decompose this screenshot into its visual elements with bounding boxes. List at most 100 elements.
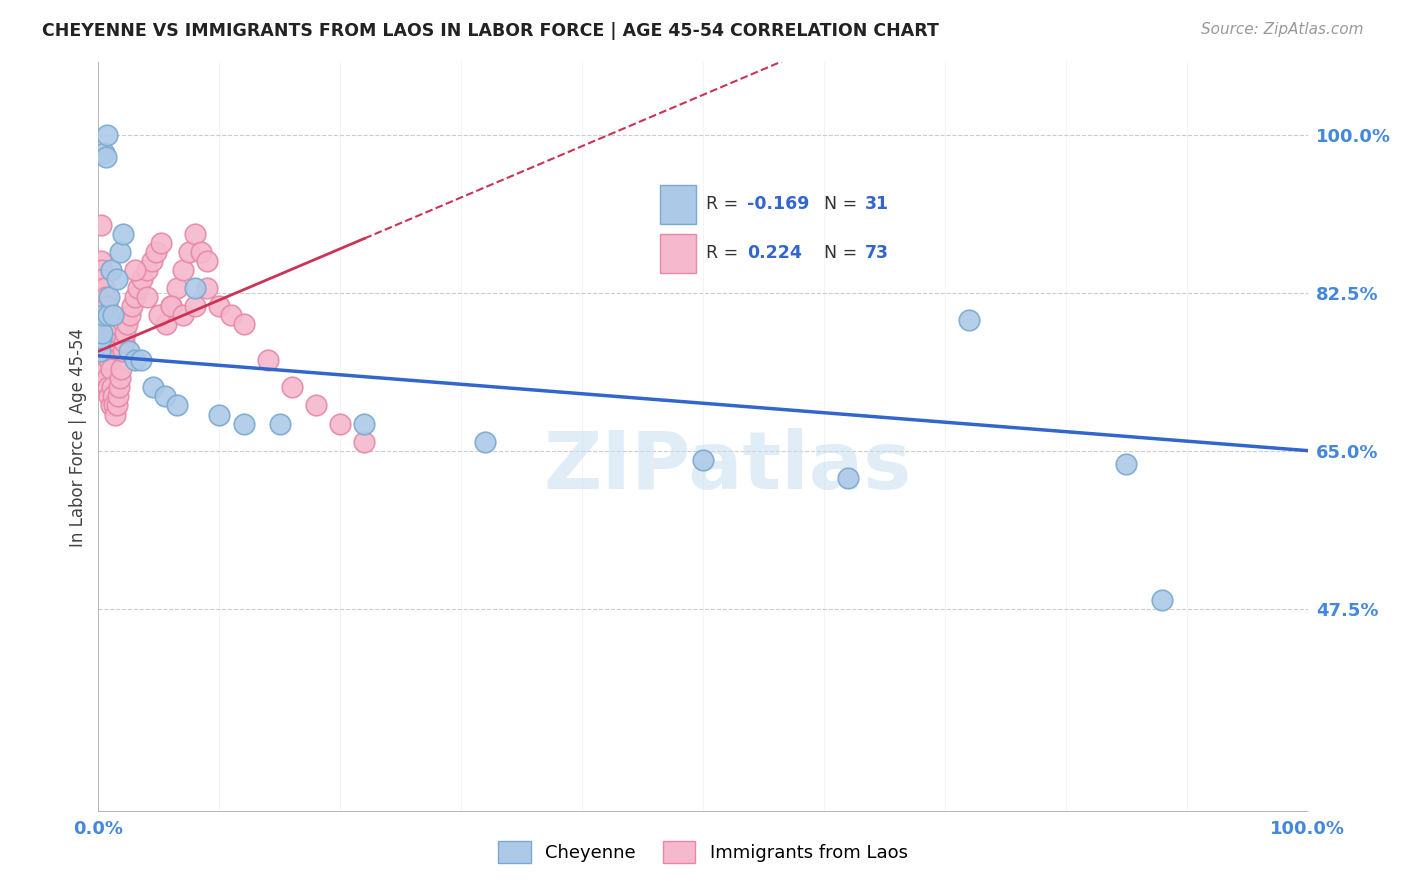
Point <box>135 263 157 277</box>
Point <box>172 263 194 277</box>
Point <box>110 362 132 376</box>
Point <box>101 389 124 403</box>
Point <box>94 362 117 376</box>
Point <box>93 281 115 295</box>
Point <box>104 408 127 422</box>
Point <box>108 371 131 385</box>
Point <box>127 281 149 295</box>
Point <box>96 128 118 142</box>
Point <box>89 308 111 322</box>
Text: R =: R = <box>706 244 744 262</box>
Point <box>124 290 146 304</box>
Point <box>93 317 115 331</box>
Point <box>153 389 176 403</box>
Point <box>1115 457 1137 471</box>
Text: 0.224: 0.224 <box>747 244 801 262</box>
Point <box>353 417 375 431</box>
Point <box>91 299 114 313</box>
Point <box>474 434 496 449</box>
Point <box>90 331 112 345</box>
Text: N =: N = <box>824 244 863 262</box>
Point <box>129 353 152 368</box>
Point <box>150 235 173 250</box>
Point <box>101 308 124 322</box>
Point <box>93 353 115 368</box>
Point <box>114 326 136 341</box>
Point <box>96 299 118 313</box>
Point <box>232 417 254 431</box>
Point <box>256 353 278 368</box>
Point <box>1152 592 1174 607</box>
Point <box>103 399 125 413</box>
FancyBboxPatch shape <box>659 186 696 224</box>
Point <box>145 245 167 260</box>
Point <box>353 434 375 449</box>
Text: Source: ZipAtlas.com: Source: ZipAtlas.com <box>1201 22 1364 37</box>
FancyBboxPatch shape <box>659 235 696 273</box>
Point <box>179 245 201 260</box>
Point <box>121 299 143 313</box>
Point <box>232 317 254 331</box>
Y-axis label: In Labor Force | Age 45-54: In Labor Force | Age 45-54 <box>69 327 87 547</box>
Point <box>305 399 328 413</box>
Point <box>94 290 117 304</box>
Point <box>166 281 188 295</box>
Point <box>89 344 111 359</box>
Point <box>98 290 121 304</box>
Point <box>89 344 111 359</box>
Point <box>105 272 128 286</box>
Point <box>208 408 231 422</box>
Point <box>118 308 141 322</box>
Point <box>90 254 112 268</box>
Text: 73: 73 <box>865 244 889 262</box>
Point <box>90 218 112 232</box>
Point <box>108 245 131 260</box>
Point <box>111 227 134 241</box>
Point <box>97 344 120 359</box>
Point <box>90 290 112 304</box>
Text: N =: N = <box>824 195 863 213</box>
Point <box>160 299 183 313</box>
Point <box>96 371 118 385</box>
Point <box>94 150 117 164</box>
Point <box>184 227 207 241</box>
Point <box>100 380 122 394</box>
Point <box>131 272 153 286</box>
Point <box>329 417 352 431</box>
Text: CHEYENNE VS IMMIGRANTS FROM LAOS IN LABOR FORCE | AGE 45-54 CORRELATION CHART: CHEYENNE VS IMMIGRANTS FROM LAOS IN LABO… <box>42 22 939 40</box>
Point <box>89 272 111 286</box>
Point <box>184 299 207 313</box>
Text: R =: R = <box>706 195 744 213</box>
Point <box>117 317 139 331</box>
Point <box>112 335 135 350</box>
Point <box>96 335 118 350</box>
Point <box>141 254 163 268</box>
Point <box>172 308 194 322</box>
Point <box>91 326 114 341</box>
Point <box>148 308 170 322</box>
Point <box>160 299 183 313</box>
Legend: Cheyenne, Immigrants from Laos: Cheyenne, Immigrants from Laos <box>491 834 915 870</box>
Point <box>124 353 146 368</box>
Point <box>100 362 122 376</box>
Point <box>91 308 114 322</box>
Point <box>91 344 114 359</box>
Point <box>957 312 980 326</box>
Text: -0.169: -0.169 <box>747 195 810 213</box>
Point <box>269 417 291 431</box>
Point <box>97 308 120 322</box>
Point <box>111 344 134 359</box>
Point <box>190 245 212 260</box>
Point <box>97 380 120 394</box>
Point <box>195 254 218 268</box>
Point <box>166 399 188 413</box>
Point <box>100 263 122 277</box>
Point <box>94 326 117 341</box>
Point <box>692 452 714 467</box>
Point <box>281 380 304 394</box>
Point <box>91 272 114 286</box>
Point <box>91 263 114 277</box>
Point <box>100 399 122 413</box>
Point <box>142 380 165 394</box>
Point <box>98 389 121 403</box>
